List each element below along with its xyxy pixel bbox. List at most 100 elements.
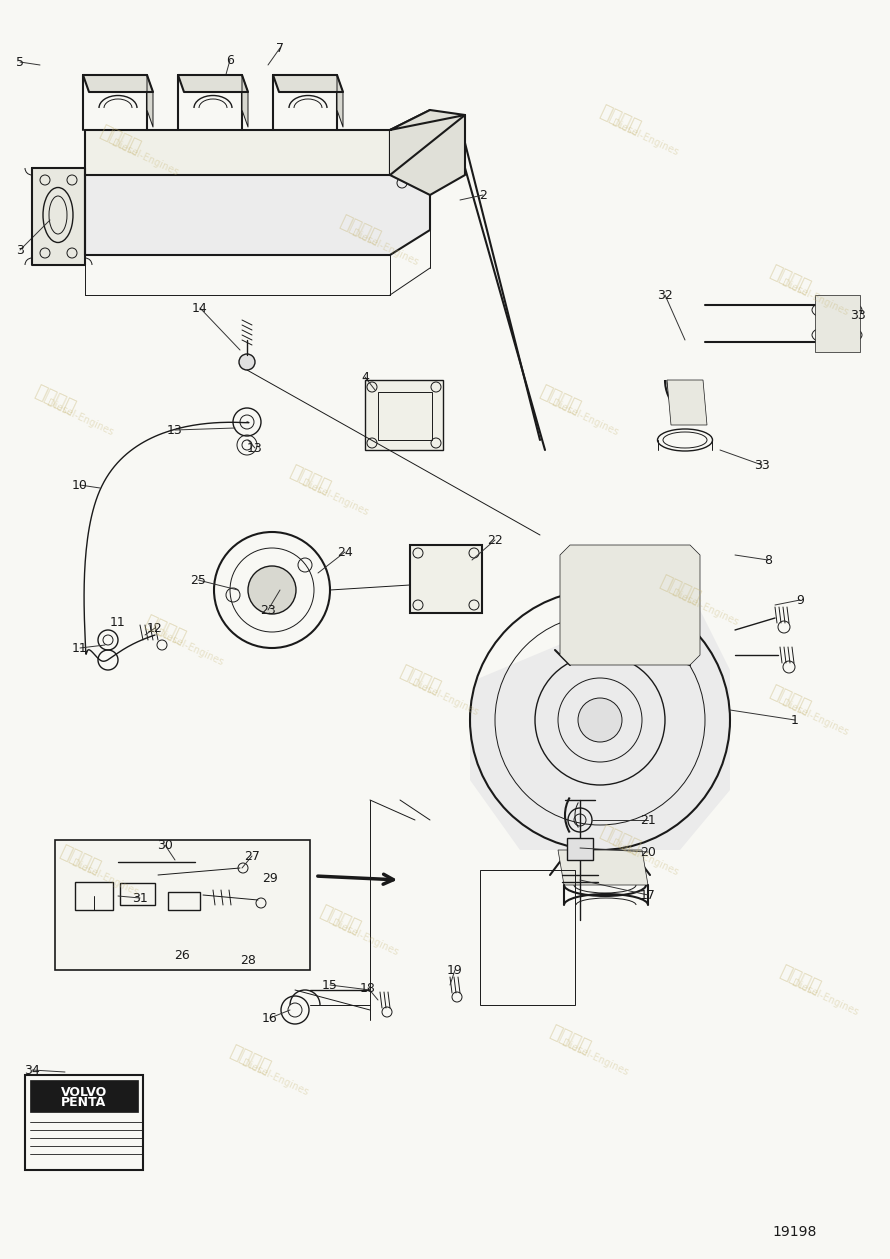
Text: 23: 23 [260,603,276,617]
Text: 5: 5 [16,55,24,68]
Text: Diesel-Engines: Diesel-Engines [330,918,400,958]
Text: 24: 24 [337,545,352,559]
Polygon shape [85,150,430,256]
Text: 11: 11 [72,642,88,655]
Polygon shape [83,76,153,92]
Polygon shape [470,590,730,850]
Text: 27: 27 [244,850,260,862]
Text: 紫发动力: 紫发动力 [142,613,189,647]
Bar [25,1075,143,1170]
Bar [75,883,113,910]
Text: 紫发动力: 紫发动力 [777,963,823,997]
Polygon shape [32,167,85,264]
Text: Diesel-Engines: Diesel-Engines [790,978,860,1017]
Text: Diesel-Engines: Diesel-Engines [70,859,140,898]
Circle shape [239,354,255,370]
Text: 紫发动力: 紫发动力 [657,573,703,607]
Text: 33: 33 [754,458,770,472]
Text: 紫发动力: 紫发动力 [596,823,643,857]
Text: 紫发动力: 紫发动力 [336,213,384,247]
Text: 9: 9 [796,593,804,607]
Text: 26: 26 [174,948,190,962]
Polygon shape [667,380,707,426]
Text: 15: 15 [322,978,338,992]
Text: 4: 4 [361,370,369,384]
Text: Diesel-Engines: Diesel-Engines [45,398,115,438]
Text: 紫发动力: 紫发动力 [227,1042,273,1078]
Polygon shape [558,850,648,885]
Text: 紫发动力: 紫发动力 [317,903,363,937]
Bar [168,891,200,910]
Text: Diesel-Engines: Diesel-Engines [240,1058,310,1098]
Text: 紫发动力: 紫发动力 [766,682,813,718]
Polygon shape [815,295,860,353]
Text: 14: 14 [192,301,208,315]
Polygon shape [273,76,343,92]
Bar [55,840,310,969]
Polygon shape [242,76,248,127]
Text: Diesel-Engines: Diesel-Engines [300,478,370,517]
Text: 16: 16 [263,1011,278,1025]
Text: 3: 3 [16,243,24,257]
Text: 34: 34 [24,1064,40,1076]
Text: 10: 10 [72,478,88,491]
Text: 33: 33 [850,308,866,321]
Text: 紫发动力: 紫发动力 [32,383,78,417]
Bar [30,1080,138,1112]
Text: 17: 17 [640,889,656,901]
Text: Diesel-Engines: Diesel-Engines [610,118,680,157]
Text: 紫发动力: 紫发动力 [546,1022,594,1058]
Text: 紫发动力: 紫发动力 [97,123,143,157]
Polygon shape [390,110,465,195]
Text: 2: 2 [479,189,487,201]
Circle shape [578,697,622,742]
Text: Diesel-Engines: Diesel-Engines [350,228,420,268]
Bar [365,380,443,449]
Bar [567,838,593,860]
Text: 18: 18 [360,982,376,995]
Text: Diesel-Engines: Diesel-Engines [670,588,740,628]
Text: 30: 30 [157,838,173,851]
Bar [120,883,155,905]
Text: 29: 29 [263,871,278,885]
Text: 紫发动力: 紫发动力 [397,662,443,697]
Text: VOLVO: VOLVO [61,1085,107,1099]
Text: Diesel-Engines: Diesel-Engines [610,838,680,878]
Text: 紫发动力: 紫发动力 [766,263,813,297]
Text: 22: 22 [487,534,503,546]
Text: 1: 1 [791,714,799,726]
Text: 紫发动力: 紫发动力 [596,103,643,137]
Bar [585,563,675,645]
Text: 19: 19 [447,963,463,977]
Text: 紫发动力: 紫发动力 [287,463,333,497]
Text: Diesel-Engines: Diesel-Engines [110,138,180,178]
Text: 32: 32 [657,288,673,301]
Text: 28: 28 [240,953,256,967]
Text: Diesel-Engines: Diesel-Engines [560,1039,630,1078]
Polygon shape [178,76,248,92]
Text: 紫发动力: 紫发动力 [57,842,103,878]
Polygon shape [85,110,430,175]
Text: 11: 11 [110,616,125,628]
Bar [378,392,432,439]
Text: PENTA: PENTA [61,1097,107,1109]
Text: 7: 7 [276,42,284,54]
Text: 19198: 19198 [773,1225,817,1239]
Text: 31: 31 [132,891,148,904]
Circle shape [248,567,296,614]
Text: 8: 8 [764,554,772,567]
Polygon shape [147,76,153,127]
Bar [480,870,575,1005]
Text: 25: 25 [190,574,206,587]
Text: Diesel-Engines: Diesel-Engines [155,628,225,667]
Text: Diesel-Engines: Diesel-Engines [550,398,620,438]
Text: 12: 12 [147,622,163,635]
Text: 13: 13 [247,442,263,454]
Bar [410,545,482,613]
Text: 紫发动力: 紫发动力 [537,383,583,417]
Text: Diesel-Engines: Diesel-Engines [781,699,850,738]
Text: 13: 13 [167,423,182,437]
Text: 21: 21 [640,813,656,826]
Text: 6: 6 [226,53,234,67]
Text: 20: 20 [640,846,656,859]
